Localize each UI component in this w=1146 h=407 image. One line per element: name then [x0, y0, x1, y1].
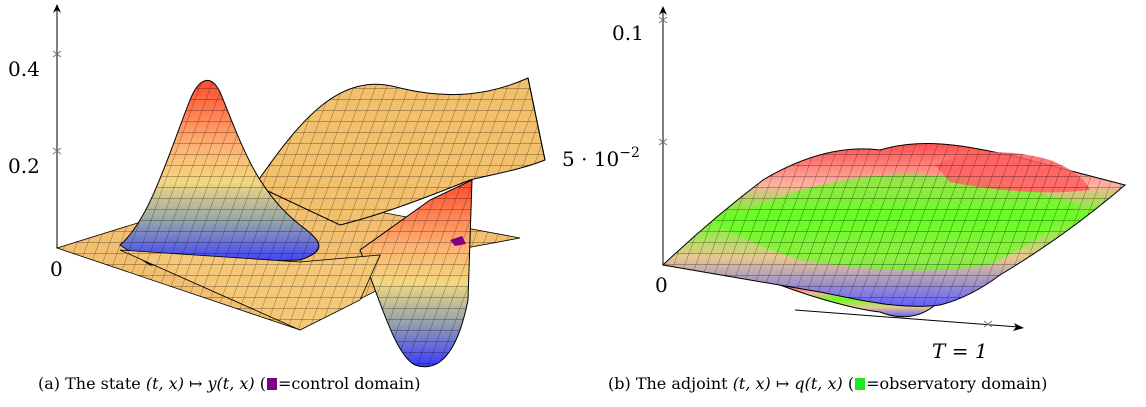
panel-a-plot: 0.4 0.2 0	[8, 4, 546, 368]
caption-b-text: The adjoint	[635, 374, 728, 393]
panel-b-t-axis-label: T = 1	[932, 339, 988, 363]
caption-a-math: (t, x) ↦ y(t, x)	[145, 374, 255, 393]
panel-b-tick-label-01: 0.1	[612, 21, 644, 45]
caption-a: (a) The state (t, x) ↦ y(t, x) (=control…	[38, 374, 421, 393]
caption-b-math: (t, x) ↦ q(t, x)	[732, 374, 843, 393]
panel-b-tick-label-005: 5 · 10−2	[562, 145, 640, 171]
caption-b: (b) The adjoint (t, x) ↦ q(t, x) (=obser…	[608, 374, 1048, 393]
panel-b-t-axis	[794, 309, 1019, 328]
panel-a-origin-label: 0	[50, 257, 63, 281]
panel-b-tick-label-005-mantissa: 5 · 10	[562, 147, 619, 171]
caption-a-tag: (a)	[38, 374, 61, 393]
caption-b-swatch	[855, 378, 866, 390]
panel-b-tick-mark-01	[658, 16, 668, 24]
caption-a-swatch	[267, 378, 277, 390]
caption-a-legend-text: =control domain	[278, 374, 415, 393]
caption-b-tag: (b)	[608, 374, 631, 393]
panel-a-z-axis-arrow	[53, 4, 61, 13]
panel-b-z-axis-arrow	[659, 6, 667, 15]
caption-b-legend-text: =observatory domain	[866, 374, 1042, 393]
panel-b-origin-label: 0	[655, 273, 668, 297]
panel-a-tick-label-02: 0.2	[8, 154, 40, 178]
panel-a-tick-mark-02	[52, 147, 62, 155]
panel-b-tick-mark-005	[658, 138, 668, 146]
panel-a-tick-mark-04	[52, 50, 62, 58]
panel-a-control-domain	[450, 236, 466, 246]
caption-a-text: The state	[65, 374, 141, 393]
panel-a-tick-label-04: 0.4	[8, 57, 40, 81]
panel-b-tick-label-005-exponent: −2	[619, 145, 640, 161]
panel-b-t-tick-mark	[983, 320, 993, 328]
panel-b-plot: 0.1 5 · 10−2 0 T = 1	[562, 6, 1127, 363]
panel-b-t-axis-arrow	[1013, 323, 1024, 331]
